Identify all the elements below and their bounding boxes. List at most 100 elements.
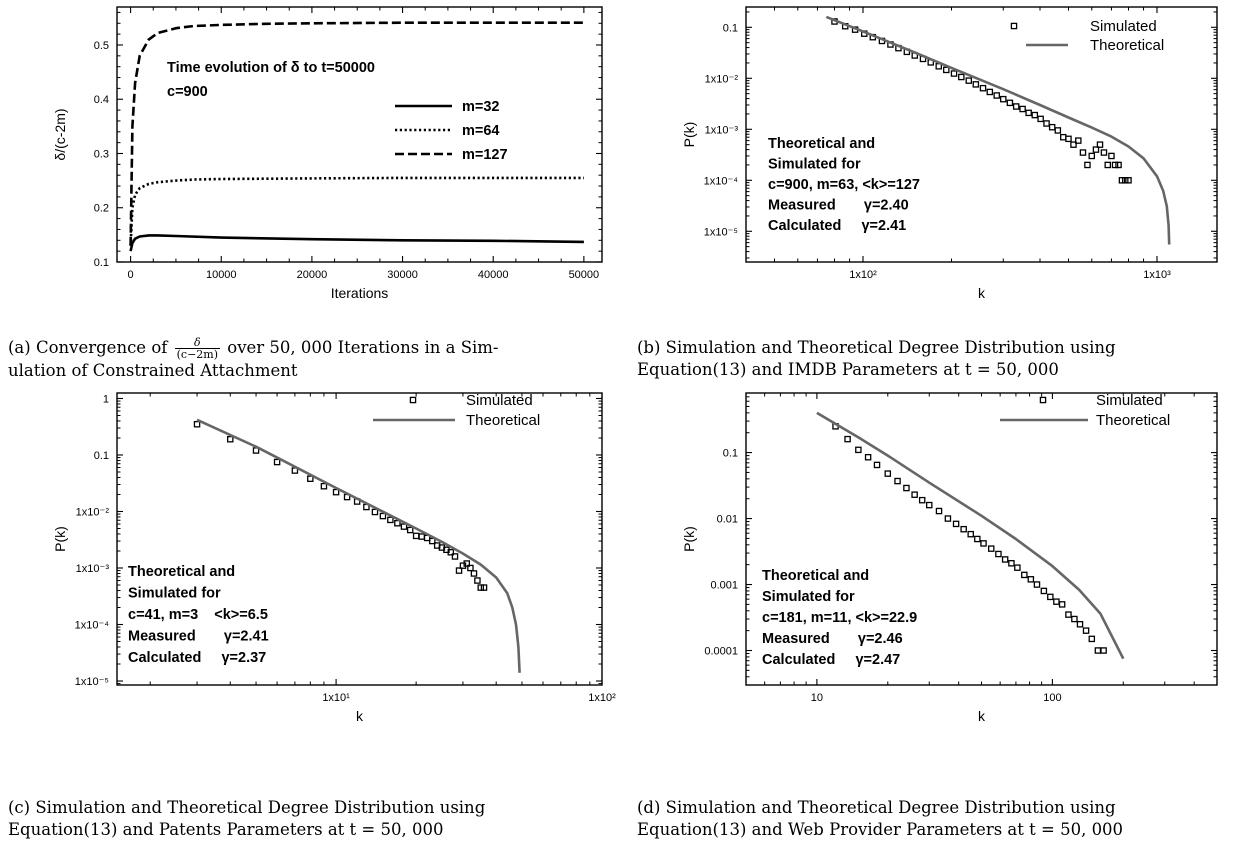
simulated-point — [1115, 161, 1122, 169]
simulated-point — [1021, 571, 1028, 579]
legend-c: Simulated Theoretical — [373, 392, 540, 429]
simulated-point — [371, 508, 379, 516]
annotation-line: Theoretical and — [762, 568, 869, 584]
simulated-point — [418, 533, 426, 540]
simulated-point — [1104, 161, 1111, 169]
simulated-point — [1088, 635, 1096, 643]
y-axis-label: P(k) — [681, 122, 697, 148]
series-group-b — [825, 15, 1171, 245]
legend-label: Theoretical — [466, 412, 540, 429]
simulated-point — [332, 488, 340, 496]
simulated-point — [1096, 141, 1104, 148]
legend-label: m=127 — [462, 147, 508, 163]
simulated-point — [320, 482, 328, 490]
simulated-point — [429, 537, 436, 545]
y-tick-label: 1x10⁻³ — [705, 124, 739, 136]
simulated-point — [1071, 615, 1078, 623]
series-group-a — [129, 21, 584, 252]
simulated-point — [873, 461, 881, 469]
simulated-point — [1125, 177, 1132, 184]
caption-a-fraction: δ (c−2m) — [174, 337, 221, 360]
x-axis-label: Iterations — [331, 285, 389, 301]
simulated-point — [943, 66, 950, 74]
simulated-point — [1001, 556, 1009, 563]
y-axis-label: δ/(c-2m) — [52, 108, 68, 160]
simulated-point — [1047, 593, 1054, 601]
simulated-point — [470, 570, 478, 577]
simulated-point — [463, 560, 470, 567]
simulated-point — [227, 435, 234, 443]
annotation-line: c=900, m=63, <k>=127 — [768, 177, 920, 193]
y-tick-label: 0.4 — [94, 94, 109, 106]
x-tick-label: 10000 — [206, 269, 237, 281]
plot-c: 1x10¹ 1x10² 1 0.1 1x10⁻² 1x10⁻³ 1x10⁻⁴ 1x10⁻⁵ k P… — [52, 392, 616, 724]
y-tick-label: 0.0001 — [704, 646, 738, 658]
chart-c: 1x10¹ 1x10² 1 0.1 1x10⁻² 1x10⁻³ 1x10⁻⁴ 1x10⁻⁵ k P… — [52, 392, 616, 724]
series-line-theoretical — [196, 418, 521, 673]
simulated-point — [952, 520, 960, 528]
annotation-line: c=181, m=11, <k>=22.9 — [762, 610, 917, 626]
annotation-line: Time evolution of δ to t=50000 — [167, 60, 375, 76]
annotation-line: Measured γ=2.46 — [762, 631, 903, 647]
annotation-line: Measured γ=2.40 — [768, 198, 909, 214]
legend-b: Simulated Theoretical — [1010, 18, 1164, 54]
simulated-point — [1014, 564, 1021, 571]
caption-b-line-2: Equation(13) and IMDB Parameters at t = … — [637, 360, 1059, 379]
plot-a: 0 10000 20000 30000 40000 50000 0.1 0.2 0.3 0.4 0.… — [52, 6, 603, 301]
simulated-point — [1075, 137, 1082, 144]
annotation-line: Calculated γ=2.37 — [128, 650, 266, 666]
series-group-c — [193, 418, 521, 673]
chart-a: 0 10000 20000 30000 40000 50000 0.1 0.2 0.3 0.4 0.… — [52, 6, 603, 301]
simulated-point — [1108, 152, 1115, 160]
x-axis-label: k — [978, 708, 986, 724]
x-tick-label: 20000 — [297, 269, 328, 281]
y-tick-label: 1x10⁻³ — [76, 563, 110, 575]
simulated-point — [974, 535, 981, 543]
caption-a: (a) Convergence of δ (c−2m) over 50, 000 … — [8, 337, 620, 382]
x-axis-label: k — [978, 285, 986, 301]
simulated-point — [967, 530, 974, 538]
annotation-line: Simulated for — [762, 589, 855, 605]
annotation-line: Calculated γ=2.41 — [768, 218, 906, 234]
simulated-point — [950, 70, 958, 77]
series-line-m-32 — [129, 234, 584, 252]
caption-a-frac-num: δ — [174, 337, 221, 349]
simulated-point — [1040, 587, 1048, 595]
legend-label: m=64 — [462, 123, 500, 139]
chart-d: 10 100 0.1 0.01 0.001 0.0001 k P(k) Theoretical … — [681, 392, 1218, 724]
y-tick-label: 0.5 — [94, 40, 109, 52]
simulated-point — [394, 519, 401, 527]
y-tick-label: 1x10⁻⁴ — [704, 175, 739, 187]
caption-c: (c) Simulation and Theoretical Degree Di… — [8, 797, 620, 841]
simulated-point — [1094, 647, 1102, 654]
simulated-point — [894, 477, 901, 485]
legend-a: m=32 m=64 m=127 — [395, 99, 508, 163]
simulated-point — [935, 507, 943, 515]
simulated-point — [918, 496, 926, 504]
x-tick-label: 40000 — [478, 269, 509, 281]
chart-b: 1x10² 1x10³ 0.1 1x10⁻² 1x10⁻³ 1x10⁻⁴ 1x10⁻⁵ k P(… — [681, 6, 1218, 301]
simulated-point — [1100, 647, 1107, 654]
annotation-line: Calculated γ=2.47 — [762, 652, 900, 668]
caption-c-line-1: (c) Simulation and Theoretical Degree Di… — [8, 798, 486, 817]
y-tick-label: 1 — [103, 393, 109, 405]
simulated-point — [412, 532, 420, 540]
annotation-line: Simulated for — [768, 157, 861, 173]
caption-a-line-1: (a) Convergence of δ (c−2m) over 50, 000 … — [8, 337, 620, 360]
simulated-point — [1118, 177, 1126, 184]
annotation-line: c=900 — [167, 84, 208, 100]
simulated-point — [455, 567, 463, 574]
simulated-point — [1031, 111, 1039, 119]
simulated-point — [1058, 601, 1066, 608]
simulated-point — [474, 577, 481, 584]
simulated-point — [1033, 581, 1041, 588]
simulated-point — [1065, 611, 1072, 618]
y-tick-label: 1x10⁻⁴ — [75, 620, 110, 632]
simulated-point — [979, 84, 987, 92]
simulated-point — [1027, 576, 1035, 583]
simulated-point — [406, 526, 414, 534]
simulated-point — [1037, 115, 1044, 123]
simulated-point — [1065, 135, 1072, 143]
caption-b-line-1: (b) Simulation and Theoretical Degree Di… — [637, 338, 1116, 357]
annotation-line: Theoretical and — [768, 136, 875, 152]
